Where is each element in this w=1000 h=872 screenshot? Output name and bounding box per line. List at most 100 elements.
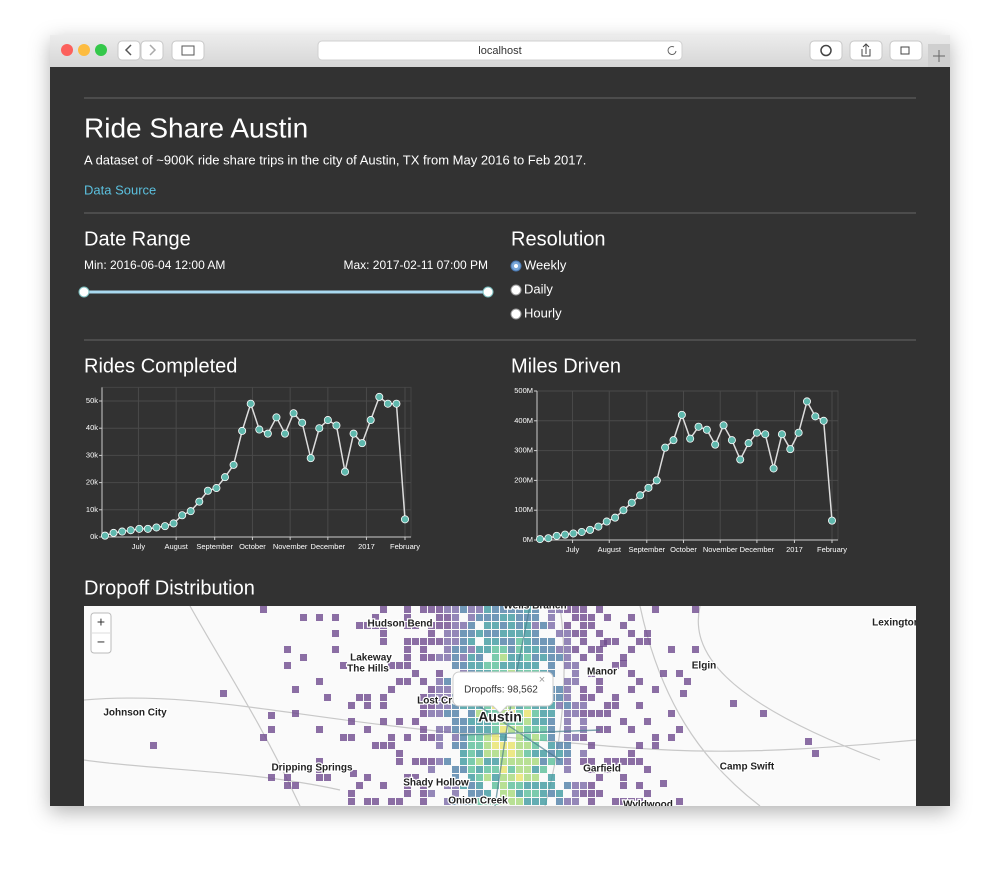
density-cell — [580, 750, 587, 757]
tooltip-close[interactable]: × — [539, 674, 545, 686]
tabs-button[interactable] — [889, 40, 923, 61]
place-label: Wyldwood — [623, 800, 673, 811]
radio[interactable] — [510, 308, 522, 320]
density-cell — [356, 622, 363, 629]
point — [686, 434, 695, 443]
density-cell — [484, 798, 491, 805]
density-cell — [468, 622, 475, 629]
density-cell — [572, 710, 579, 717]
density-cell — [396, 678, 403, 685]
density-cell — [444, 678, 451, 685]
y-tick-label: 0k — [90, 532, 98, 541]
density-cell — [516, 798, 523, 805]
range-handle-min[interactable] — [78, 286, 90, 298]
density-cell — [484, 750, 491, 757]
density-cell — [508, 798, 515, 805]
extension-button[interactable] — [809, 40, 843, 61]
sidebar-button[interactable] — [171, 40, 205, 61]
map[interactable]: Wells Branch Hudson Bend Lexington LakewayT… — [84, 601, 920, 811]
density-cell — [620, 798, 627, 805]
density-cell — [284, 774, 291, 781]
density-cell — [380, 638, 387, 645]
density-cell — [580, 630, 587, 637]
section-heading: Dropoff Distribution — [84, 577, 255, 599]
page-title: Ride Share Austin — [84, 112, 308, 143]
density-cell — [468, 798, 475, 805]
density-cell — [508, 630, 515, 637]
density-cell — [564, 734, 571, 741]
density-cell — [596, 646, 603, 653]
zoom-button[interactable] — [95, 44, 107, 56]
density-cell — [468, 630, 475, 637]
density-cell — [150, 742, 157, 749]
density-cell — [548, 774, 555, 781]
density-cell — [508, 638, 515, 645]
density-cell — [452, 766, 459, 773]
density-cell — [508, 614, 515, 621]
extension-icon — [820, 44, 832, 57]
density-cell — [532, 614, 539, 621]
point — [569, 529, 578, 538]
density-cell — [484, 614, 491, 621]
density-cell — [500, 614, 507, 621]
minimize-button[interactable] — [78, 44, 90, 56]
density-cell — [372, 798, 379, 805]
reload-icon[interactable] — [667, 46, 677, 55]
density-cell — [460, 758, 467, 765]
density-cell — [268, 774, 275, 781]
density-cell — [460, 606, 467, 613]
point — [195, 497, 204, 506]
density-cell — [420, 782, 427, 789]
density-cell — [508, 758, 515, 765]
back-button[interactable] — [117, 40, 141, 61]
radio[interactable] — [510, 284, 522, 296]
forward-button[interactable] — [140, 40, 164, 61]
density-cell — [628, 630, 635, 637]
density-cell — [284, 782, 291, 789]
density-cell — [508, 790, 515, 797]
density-cell — [500, 646, 507, 653]
density-cell — [628, 646, 635, 653]
density-cell — [420, 734, 427, 741]
density-cell — [516, 742, 523, 749]
density-cell — [268, 726, 275, 733]
density-cell — [436, 726, 443, 733]
density-cell — [404, 782, 411, 789]
zoom-out[interactable]: − — [97, 634, 105, 650]
y-tick-label: 400M — [514, 416, 533, 425]
density-cell — [500, 638, 507, 645]
density-cell — [452, 718, 459, 725]
density-cell — [540, 734, 547, 741]
density-cell — [620, 654, 627, 661]
zoom-in[interactable]: + — [97, 614, 105, 630]
chart-title: Miles Driven — [511, 355, 621, 377]
density-cell — [412, 758, 419, 765]
density-cell — [500, 654, 507, 661]
density-cell — [492, 750, 499, 757]
density-cell — [300, 654, 307, 661]
density-cell — [444, 710, 451, 717]
data-source-link[interactable]: Data Source — [84, 182, 156, 197]
density-cell — [396, 662, 403, 669]
density-cell — [420, 798, 427, 805]
density-cell — [476, 718, 483, 725]
range-handle-max[interactable] — [482, 286, 494, 298]
density-cell — [548, 638, 555, 645]
density-cell — [730, 700, 737, 707]
density-cell — [540, 766, 547, 773]
density-cell — [476, 798, 483, 805]
density-cell — [660, 780, 667, 787]
density-cell — [508, 606, 515, 613]
density-cell — [572, 790, 579, 797]
density-cell — [492, 638, 499, 645]
close-button[interactable] — [61, 44, 73, 56]
density-cell — [532, 646, 539, 653]
density-cell — [500, 710, 507, 717]
density-cell — [436, 734, 443, 741]
x-tick-label: February — [817, 545, 847, 554]
address-bar[interactable] — [317, 40, 683, 61]
density-cell — [572, 798, 579, 805]
density-cell — [428, 758, 435, 765]
point — [561, 530, 570, 539]
point — [661, 443, 670, 452]
